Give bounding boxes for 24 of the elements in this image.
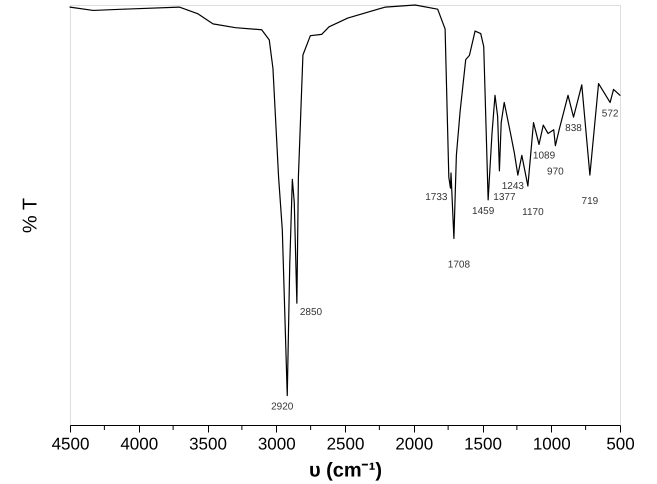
x-tick-label: 4000: [120, 434, 158, 454]
x-tick-label: 1500: [464, 434, 502, 454]
x-tick-label: 2000: [395, 434, 434, 454]
x-tick-label: 2500: [326, 434, 364, 454]
annotation: 719: [582, 196, 599, 208]
annotation: 2920: [271, 402, 294, 413]
annotation: 838: [565, 123, 582, 134]
annotation: 970: [547, 166, 564, 178]
x-tick-label: 3500: [189, 434, 227, 454]
annotation: 1459: [472, 206, 495, 217]
x-tick-label: 1000: [532, 434, 571, 454]
x-axis-title: υ (cm⁻¹): [308, 460, 382, 482]
annotation: 1170: [522, 207, 544, 218]
x-tick-label: 3000: [258, 434, 296, 454]
annotation: 572: [602, 108, 619, 120]
annotation: 1089: [532, 150, 556, 162]
x-tick-label: 500: [606, 434, 635, 454]
annotation: 1377: [493, 192, 516, 203]
annotation: 1733: [425, 192, 448, 204]
y-axis-title: % T: [20, 198, 42, 234]
x-tick-label: 4500: [52, 434, 90, 454]
annotation: 1243: [502, 181, 524, 192]
annotation: 2850: [300, 307, 323, 318]
annotation: 1708: [448, 260, 470, 271]
